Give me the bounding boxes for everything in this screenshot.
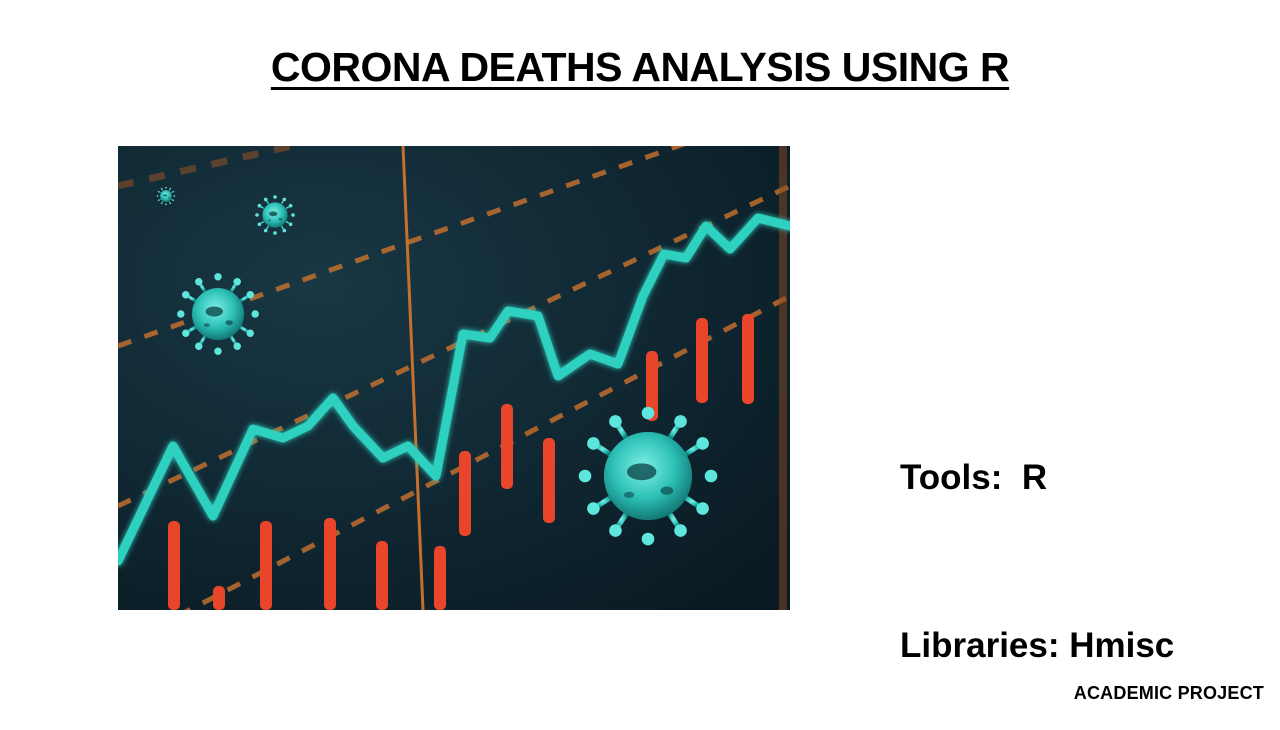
tools-text: Tools: R [900,458,1048,497]
trend-line [118,213,790,566]
vertical-marker [401,146,425,610]
project-info: Tools: R Libraries: Hmisc [900,338,1174,730]
slide-title: CORONA DEATHS ANALYSIS USING R [0,44,1280,91]
footer-label: ACADEMIC PROJECT [1073,683,1264,703]
red-bars [168,314,754,610]
slide-title-text: CORONA DEATHS ANALYSIS USING R [270,44,1010,90]
illustration-svg [118,146,790,610]
covid-chart-illustration [118,146,790,610]
libraries-text: Libraries: Hmisc [900,626,1175,665]
